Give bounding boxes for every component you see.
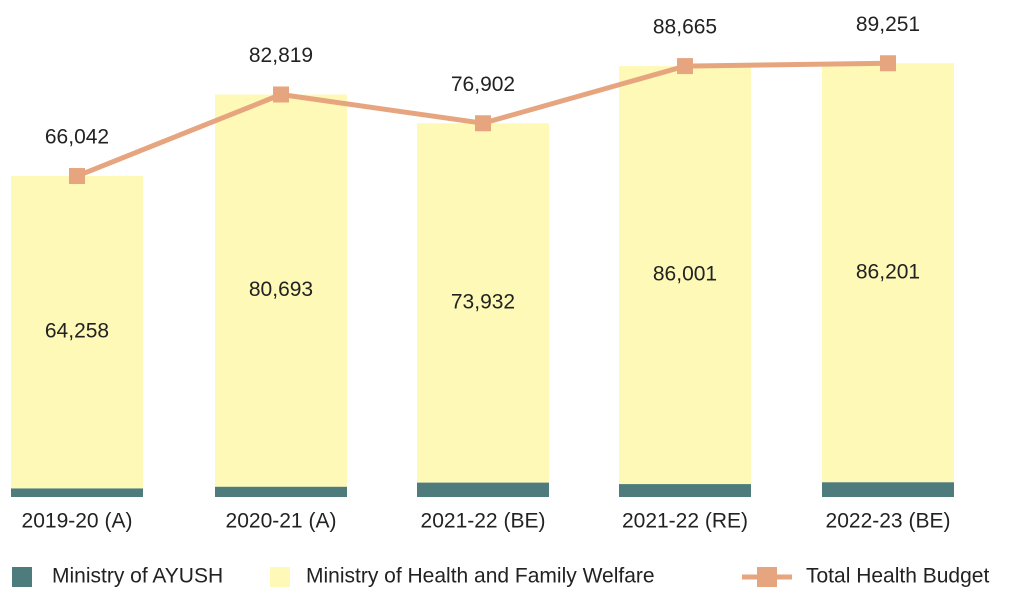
legend-marker [757, 567, 777, 587]
line-marker [677, 58, 693, 75]
legend-swatch [270, 567, 290, 587]
bar-segment [417, 482, 549, 497]
legend-label: Total Health Budget [806, 565, 989, 588]
data-label: 82,819 [249, 44, 313, 67]
bar-segment [822, 63, 954, 483]
data-label: 86,001 [653, 263, 717, 286]
x-tick-label: 2021-22 (BE) [421, 510, 546, 533]
data-label: 64,258 [45, 320, 109, 343]
bar-segment [417, 123, 549, 483]
bar-segment [619, 66, 751, 485]
data-label: 76,902 [451, 73, 515, 96]
data-label: 66,042 [45, 126, 109, 149]
bar-segment [11, 488, 143, 497]
x-tick-label: 2020-21 (A) [226, 510, 337, 533]
data-label: 86,201 [856, 260, 920, 283]
x-tick-label: 2019-20 (A) [22, 510, 133, 533]
bar-segment [215, 94, 347, 487]
line-marker [880, 55, 896, 72]
x-tick-label: 2021-22 (RE) [622, 510, 748, 533]
data-label: 80,693 [249, 278, 313, 301]
x-tick-label: 2022-23 (BE) [826, 510, 951, 533]
line-marker [69, 168, 85, 185]
legend-label: Ministry of AYUSH [52, 565, 223, 588]
data-label: 73,932 [451, 290, 515, 313]
legend-label: Ministry of Health and Family Welfare [306, 565, 655, 588]
bar-segment [619, 484, 751, 497]
legend-swatch [12, 567, 32, 587]
line-marker [273, 86, 289, 103]
bar-segment [11, 176, 143, 489]
bar-segment [822, 482, 954, 497]
line-marker [475, 115, 491, 132]
bar-segment [215, 486, 347, 497]
data-label: 89,251 [856, 13, 920, 36]
data-label: 88,665 [653, 16, 717, 39]
